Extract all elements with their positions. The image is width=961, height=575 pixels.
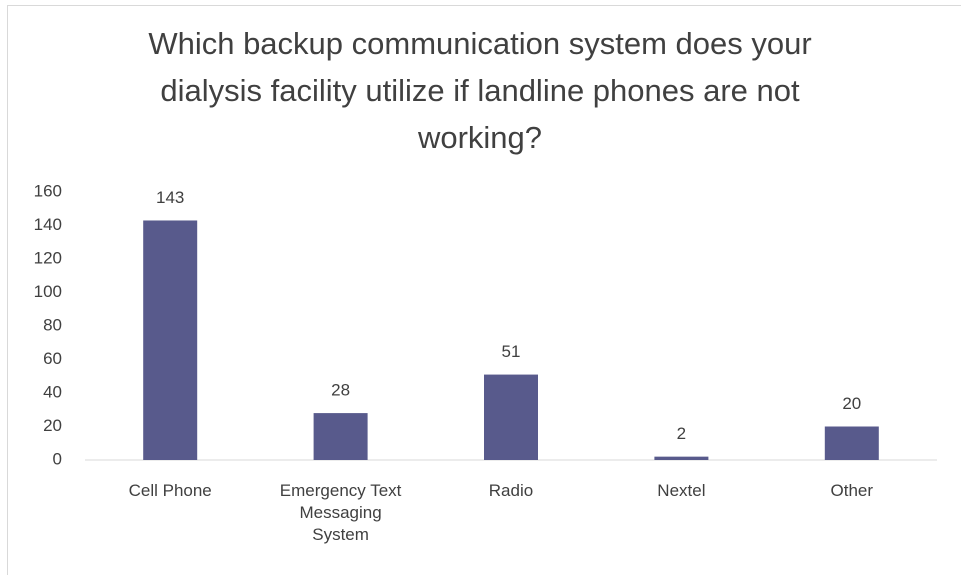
x-tick-label: Emergency Text Messaging System xyxy=(279,481,402,544)
x-tick-label: Other xyxy=(830,481,874,500)
data-label: 51 xyxy=(502,342,521,361)
data-label: 28 xyxy=(331,381,350,400)
data-label: 143 xyxy=(156,188,184,207)
y-tick-label: 120 xyxy=(34,248,62,267)
bar xyxy=(143,220,198,460)
y-tick-label: 60 xyxy=(43,349,62,368)
y-tick-label: 160 xyxy=(34,181,62,200)
x-tick-label: Cell Phone xyxy=(128,481,212,500)
y-tick-label: 0 xyxy=(53,449,62,468)
bar xyxy=(313,413,368,460)
bar xyxy=(824,426,879,460)
x-tick-label: Radio xyxy=(488,481,534,500)
chart-border xyxy=(7,5,961,575)
y-tick-label: 140 xyxy=(34,215,62,234)
y-tick-label: 40 xyxy=(43,382,62,401)
bar xyxy=(484,374,538,460)
x-tick-label: Nextel xyxy=(657,481,706,500)
chart-title: Which backup communication system does y… xyxy=(148,26,812,155)
y-tick-label: 100 xyxy=(34,282,62,301)
data-label: 20 xyxy=(842,394,861,413)
y-tick-label: 20 xyxy=(43,416,62,435)
bar xyxy=(654,456,709,460)
data-label: 2 xyxy=(677,424,686,443)
y-tick-label: 80 xyxy=(43,315,62,334)
